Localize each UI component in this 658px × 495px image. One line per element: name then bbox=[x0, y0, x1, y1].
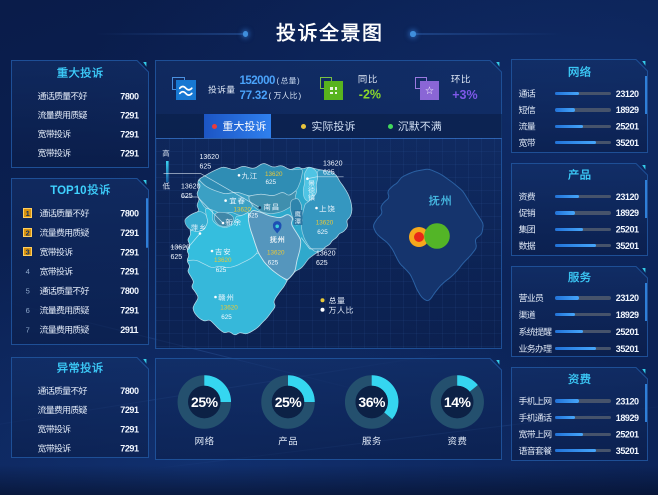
svg-text:1: 1 bbox=[26, 209, 30, 218]
svg-text:2: 2 bbox=[26, 228, 30, 237]
svg-text:36%: 36% bbox=[358, 394, 386, 410]
svg-text:): ) bbox=[299, 91, 302, 100]
svg-text:7291: 7291 bbox=[120, 405, 139, 415]
svg-text:5: 5 bbox=[26, 287, 30, 296]
svg-text:13620: 13620 bbox=[200, 154, 220, 161]
svg-text:77.32: 77.32 bbox=[240, 90, 268, 102]
svg-text:625: 625 bbox=[181, 193, 193, 200]
svg-text:13620: 13620 bbox=[234, 207, 252, 214]
svg-text:7291: 7291 bbox=[120, 444, 139, 454]
svg-text:625: 625 bbox=[200, 163, 212, 170]
svg-text:18929: 18929 bbox=[616, 105, 639, 115]
svg-text:☆: ☆ bbox=[425, 85, 435, 97]
svg-text:7291: 7291 bbox=[120, 247, 139, 257]
svg-text:13620: 13620 bbox=[214, 257, 232, 264]
svg-text:25%: 25% bbox=[275, 394, 303, 410]
svg-text:13620: 13620 bbox=[323, 161, 343, 168]
svg-text:7291: 7291 bbox=[120, 129, 139, 139]
svg-text:23120: 23120 bbox=[616, 293, 639, 303]
svg-text:25201: 25201 bbox=[616, 122, 639, 132]
svg-text:7291: 7291 bbox=[120, 148, 139, 158]
svg-text:625: 625 bbox=[268, 260, 279, 267]
svg-text:13620: 13620 bbox=[267, 250, 285, 257]
svg-text:+3%: +3% bbox=[452, 88, 477, 102]
svg-text:7800: 7800 bbox=[120, 286, 139, 296]
svg-text:7: 7 bbox=[26, 325, 30, 334]
svg-text:7291: 7291 bbox=[120, 228, 139, 238]
svg-text:6: 6 bbox=[26, 306, 30, 315]
svg-text:23120: 23120 bbox=[616, 192, 639, 202]
svg-text:25%: 25% bbox=[191, 394, 219, 410]
svg-text:13620: 13620 bbox=[316, 220, 334, 227]
svg-text:TOP10: TOP10 bbox=[50, 185, 86, 197]
svg-text:35201: 35201 bbox=[616, 138, 639, 148]
svg-text:625: 625 bbox=[316, 260, 328, 267]
svg-text:35201: 35201 bbox=[616, 446, 639, 456]
svg-text:35201: 35201 bbox=[616, 344, 639, 354]
svg-text:625: 625 bbox=[216, 267, 227, 274]
svg-text:7291: 7291 bbox=[120, 306, 139, 316]
svg-text:7291: 7291 bbox=[120, 267, 139, 277]
svg-text:7800: 7800 bbox=[120, 386, 139, 396]
svg-text:625: 625 bbox=[323, 170, 335, 177]
svg-text:4: 4 bbox=[26, 267, 30, 276]
svg-text:7800: 7800 bbox=[120, 209, 139, 219]
svg-text:23120: 23120 bbox=[616, 396, 639, 406]
svg-text:152000: 152000 bbox=[240, 75, 275, 87]
svg-text:): ) bbox=[297, 77, 300, 86]
svg-text:13620: 13620 bbox=[316, 251, 336, 258]
svg-text:(: ( bbox=[269, 91, 272, 100]
svg-text:25201: 25201 bbox=[616, 430, 639, 440]
svg-text:18929: 18929 bbox=[616, 208, 639, 218]
svg-text:13620: 13620 bbox=[171, 245, 191, 252]
svg-text:13620: 13620 bbox=[220, 305, 238, 312]
svg-text:23120: 23120 bbox=[616, 89, 639, 99]
svg-text:625: 625 bbox=[317, 229, 328, 236]
svg-text:625: 625 bbox=[171, 254, 183, 261]
svg-text:625: 625 bbox=[221, 314, 232, 321]
svg-text:(: ( bbox=[277, 77, 280, 86]
svg-text:13620: 13620 bbox=[265, 171, 283, 178]
svg-text:625: 625 bbox=[265, 179, 276, 186]
svg-text:7291: 7291 bbox=[120, 110, 139, 120]
svg-text:625: 625 bbox=[248, 213, 259, 220]
svg-text:3: 3 bbox=[26, 248, 30, 257]
svg-text:18929: 18929 bbox=[616, 413, 639, 423]
svg-text:25201: 25201 bbox=[616, 327, 639, 337]
svg-text:13620: 13620 bbox=[181, 184, 201, 191]
svg-text:7291: 7291 bbox=[120, 424, 139, 434]
svg-text:35201: 35201 bbox=[616, 241, 639, 251]
svg-text:7800: 7800 bbox=[120, 91, 139, 101]
svg-text:14%: 14% bbox=[444, 394, 472, 410]
svg-text:-2%: -2% bbox=[359, 88, 381, 102]
svg-text:18929: 18929 bbox=[616, 310, 639, 320]
svg-text:25201: 25201 bbox=[616, 225, 639, 235]
svg-text:2911: 2911 bbox=[120, 325, 138, 335]
